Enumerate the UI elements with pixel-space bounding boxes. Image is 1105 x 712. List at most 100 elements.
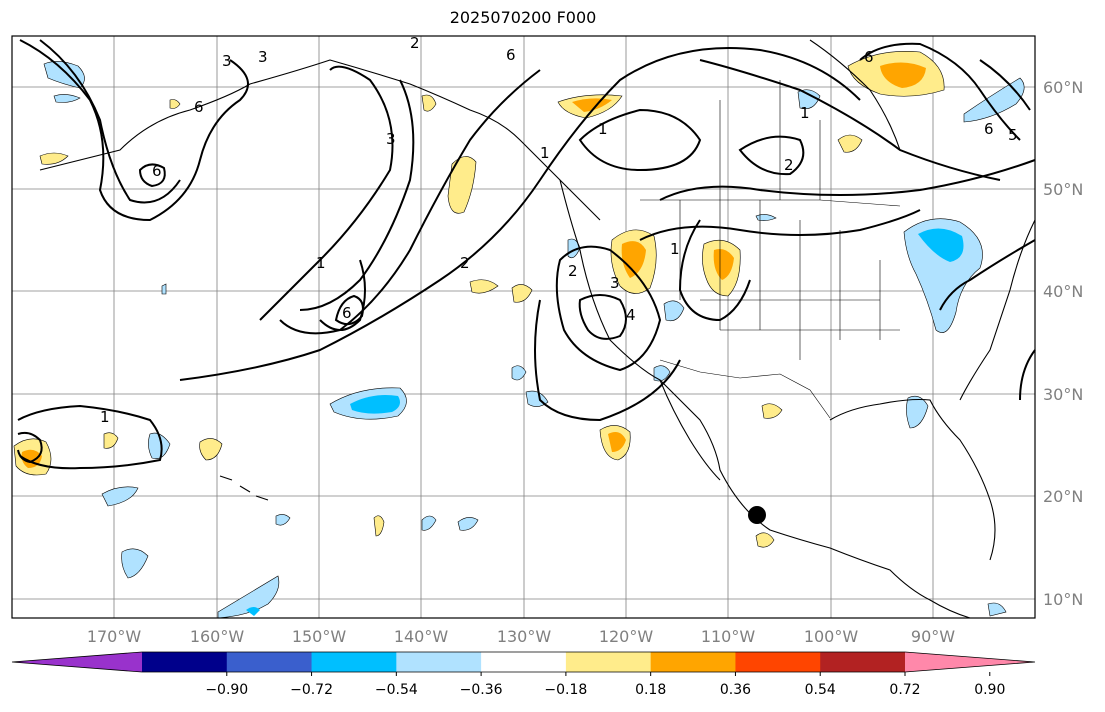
positive-patch bbox=[608, 432, 626, 452]
negative-patch bbox=[350, 395, 400, 414]
contour-label: 3 bbox=[258, 48, 268, 66]
colorbar-segment bbox=[226, 652, 313, 672]
positive-patch bbox=[621, 241, 646, 278]
negative-patch bbox=[53, 94, 81, 103]
colorbar-outline bbox=[11, 651, 1036, 673]
positive-patch bbox=[713, 249, 734, 280]
lon-label: 160°W bbox=[190, 627, 245, 646]
hudson-bay-coast bbox=[809, 39, 901, 151]
contour bbox=[939, 239, 1036, 311]
negative-patch bbox=[963, 77, 1025, 123]
colorbar-tick-label: 0.72 bbox=[889, 682, 920, 698]
lon-label: 120°W bbox=[599, 627, 654, 646]
negative-patch bbox=[148, 432, 171, 459]
positive-patch bbox=[199, 438, 223, 461]
contour-label: 6 bbox=[984, 120, 994, 138]
colorbar-tick-label: −0.90 bbox=[205, 682, 248, 698]
lon-label: 150°W bbox=[292, 627, 347, 646]
contour bbox=[678, 219, 751, 322]
contour bbox=[138, 163, 166, 188]
negative-patch bbox=[101, 486, 139, 507]
contour-label: 1 bbox=[670, 240, 680, 258]
colorbar-tick-label: −0.54 bbox=[375, 682, 418, 698]
colorbar-tick-label: 0.36 bbox=[720, 682, 751, 698]
baja-peninsula bbox=[659, 379, 721, 481]
positive-patch bbox=[880, 62, 926, 88]
contour-labels: 3 3 2 6 6 1 2 1 1 2 3 4 6 3 1 6 6 2 1 6 … bbox=[100, 34, 1018, 426]
colorbar-segment bbox=[650, 652, 736, 672]
lon-label: 140°W bbox=[394, 627, 449, 646]
contour bbox=[39, 39, 181, 204]
contour bbox=[259, 65, 394, 321]
negative-patch bbox=[275, 514, 291, 526]
contour-label: 3 bbox=[222, 52, 232, 70]
lat-label: 20°N bbox=[1043, 487, 1083, 506]
contour-lines bbox=[17, 39, 1036, 470]
contour bbox=[299, 79, 415, 311]
contour bbox=[17, 404, 163, 470]
contour-label: 3 bbox=[610, 274, 620, 292]
contour bbox=[859, 42, 1021, 141]
negative-patch bbox=[663, 300, 685, 322]
positive-patch bbox=[373, 515, 385, 537]
contour bbox=[979, 59, 1031, 111]
contour-label: 5 bbox=[1008, 126, 1018, 144]
colorbar-tick-label: −0.36 bbox=[460, 682, 503, 698]
contour-label: 1 bbox=[316, 254, 326, 272]
contour bbox=[1019, 349, 1036, 401]
contour-label: 2 bbox=[410, 34, 420, 52]
gulf-coast bbox=[829, 398, 996, 561]
negative-patch bbox=[987, 602, 1007, 617]
contour bbox=[319, 259, 366, 331]
contour-label: 1 bbox=[540, 144, 550, 162]
negative-patch bbox=[918, 228, 964, 262]
colorbar-tick-label: −0.18 bbox=[544, 682, 587, 698]
colorbar-tick-label: 0.90 bbox=[974, 682, 1005, 698]
positive-patch bbox=[447, 156, 477, 214]
positive-patch bbox=[837, 134, 863, 153]
contour-label: 2 bbox=[568, 262, 578, 280]
colorbar-segment bbox=[565, 652, 652, 672]
contour-label: 6 bbox=[506, 46, 516, 64]
us-mexico-border bbox=[659, 359, 831, 419]
negative-patch bbox=[797, 89, 821, 110]
latitude-labels: 60°N 50°N 40°N 30°N 20°N 10°N bbox=[1043, 78, 1083, 609]
colorbar-segment bbox=[12, 652, 142, 672]
map-title: 2025070200 F000 bbox=[449, 8, 597, 27]
lat-label: 40°N bbox=[1043, 282, 1083, 301]
contour-label: 6 bbox=[864, 48, 874, 66]
negative-patch bbox=[217, 575, 280, 619]
lon-label: 100°W bbox=[804, 627, 859, 646]
negative-patch bbox=[161, 283, 167, 295]
map-border bbox=[11, 35, 1036, 619]
contour bbox=[334, 294, 364, 326]
colorbar-tick-label: 0.54 bbox=[805, 682, 836, 698]
lat-label: 60°N bbox=[1043, 78, 1083, 97]
lon-label: 90°W bbox=[911, 627, 955, 646]
contour bbox=[578, 108, 702, 172]
positive-patch bbox=[169, 99, 181, 109]
contour bbox=[659, 159, 1036, 201]
contour bbox=[639, 209, 921, 241]
lat-label: 50°N bbox=[1043, 180, 1083, 199]
contour bbox=[534, 299, 681, 422]
colorbar bbox=[11, 651, 1036, 673]
colorbar-segment bbox=[142, 652, 228, 672]
colorbar-tick-label: −0.72 bbox=[290, 682, 333, 698]
contour bbox=[578, 294, 627, 340]
alaska-coast bbox=[39, 59, 601, 221]
negative-patch bbox=[421, 515, 437, 531]
colorbar-segment bbox=[396, 652, 482, 672]
contour-label: 1 bbox=[800, 104, 810, 122]
colorbar-segment bbox=[735, 652, 821, 672]
negative-patch bbox=[653, 365, 671, 382]
contour bbox=[279, 69, 541, 335]
colorbar-segment bbox=[481, 652, 567, 672]
colorbar-segment bbox=[820, 652, 906, 672]
negative-patch bbox=[246, 607, 260, 616]
contour bbox=[17, 431, 43, 464]
contour bbox=[738, 135, 805, 176]
canada-provinces bbox=[719, 80, 821, 200]
positive-patch bbox=[572, 98, 612, 112]
